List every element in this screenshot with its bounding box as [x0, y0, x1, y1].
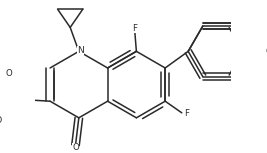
Text: F: F [132, 24, 137, 33]
Text: HO: HO [0, 116, 2, 125]
Text: OH: OH [265, 47, 267, 56]
Text: N: N [77, 46, 84, 55]
Text: F: F [184, 109, 189, 118]
Text: O: O [5, 69, 12, 78]
Text: O: O [72, 143, 79, 152]
